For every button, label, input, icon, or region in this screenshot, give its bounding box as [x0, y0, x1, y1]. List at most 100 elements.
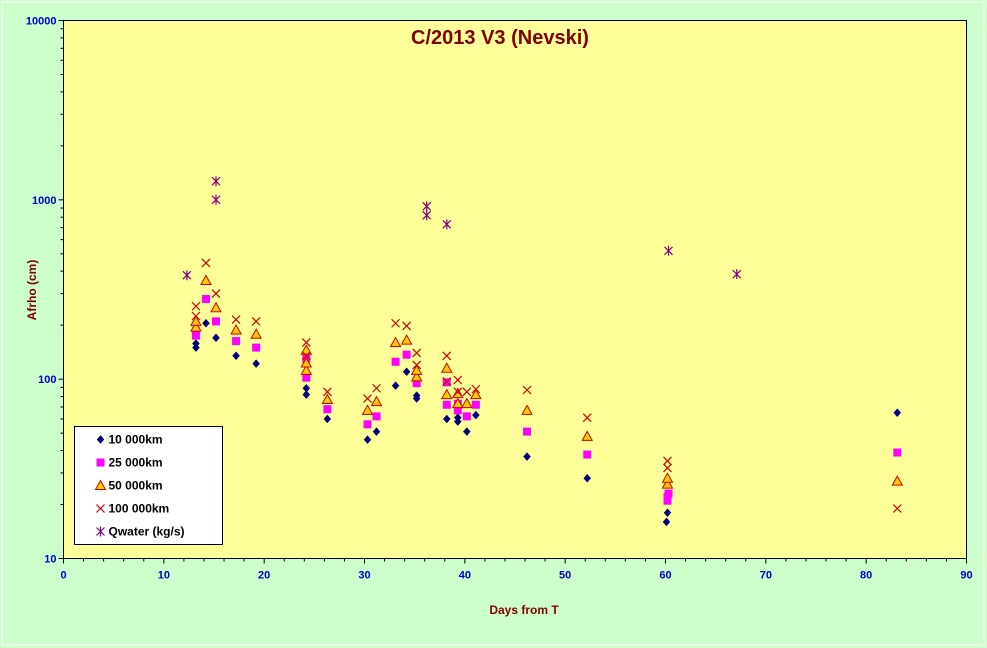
x-tick-label: 40 — [459, 570, 471, 582]
data-point — [201, 294, 210, 303]
data-point — [250, 328, 262, 339]
data-point — [522, 385, 532, 395]
data-point — [663, 456, 672, 466]
x-tick-label: 60 — [659, 570, 671, 582]
x-tick-label: 50 — [559, 570, 571, 582]
data-point — [191, 331, 200, 340]
data-point — [664, 489, 673, 498]
data-point — [462, 412, 471, 421]
axes: 0 10 20 30 40 50 60 70 80 90 10 100 1000 10000 — [26, 16, 973, 582]
data-point — [410, 364, 423, 375]
data-point — [661, 478, 674, 489]
data-point — [232, 351, 240, 361]
data-point — [323, 405, 332, 414]
data-point — [190, 321, 202, 332]
data-point — [321, 393, 334, 405]
data-point — [662, 517, 671, 527]
data-point — [891, 475, 904, 486]
x-tick-label: 80 — [860, 570, 872, 582]
data-point — [361, 404, 374, 415]
data-point — [442, 219, 452, 230]
data-point — [442, 377, 452, 386]
legend-marker — [96, 435, 105, 444]
data-point — [523, 452, 531, 461]
data-point — [402, 321, 412, 331]
data-point — [391, 318, 401, 328]
data-point — [442, 414, 451, 424]
data-point — [663, 508, 672, 518]
x-tick-label: 0 — [60, 570, 66, 582]
data-point — [391, 357, 400, 366]
data-point — [893, 448, 902, 457]
data-point — [412, 360, 422, 370]
data-point — [453, 375, 463, 385]
data-point — [192, 339, 200, 348]
x-tick-label: 10 — [158, 570, 170, 582]
legend-label: 10 000km — [109, 433, 163, 447]
legend-label: 25 000km — [109, 456, 163, 470]
data-point — [582, 413, 592, 423]
legend-label: Qwater (kg/s) — [109, 525, 185, 539]
data-point — [370, 395, 383, 407]
data-point — [412, 348, 422, 358]
data-point — [302, 383, 311, 393]
series-50-000km — [190, 274, 904, 489]
data-point — [471, 384, 481, 394]
data-point — [442, 400, 451, 409]
legend: 10 000km 25 000km 50 000km 100 000km Qwater … — [74, 426, 223, 545]
data-point — [190, 315, 202, 326]
data-point — [732, 269, 742, 280]
data-point — [252, 343, 261, 352]
y-tick-label: 1000 — [32, 195, 56, 207]
data-point — [410, 370, 423, 382]
data-point — [583, 473, 592, 483]
data-point — [472, 410, 480, 420]
data-point — [453, 413, 462, 423]
data-point — [391, 381, 400, 391]
data-point — [372, 412, 381, 421]
data-point — [451, 387, 464, 399]
data-point — [471, 400, 480, 409]
data-point — [211, 289, 221, 299]
data-point — [323, 414, 332, 424]
data-point — [301, 351, 311, 361]
legend-marker — [94, 479, 107, 490]
y-tick-label: 10 — [44, 554, 56, 566]
data-point — [462, 387, 472, 397]
data-point — [893, 408, 902, 418]
data-point — [230, 323, 242, 335]
data-point — [182, 270, 192, 281]
data-point — [372, 383, 381, 393]
data-point — [661, 472, 674, 483]
data-point — [664, 245, 673, 256]
legend-label: 50 000km — [109, 479, 163, 493]
data-point — [212, 333, 220, 343]
data-point — [302, 390, 311, 400]
data-point — [412, 391, 421, 400]
x-tick-label: 70 — [760, 570, 772, 582]
data-point — [201, 258, 211, 268]
data-point — [523, 427, 532, 436]
y-axis-title: Afrho (cm) — [25, 260, 39, 321]
data-point — [463, 427, 471, 436]
data-marks — [182, 176, 904, 527]
legend-marker — [96, 526, 105, 537]
data-point — [389, 336, 402, 348]
x-tick-label: 90 — [960, 570, 972, 582]
data-point — [460, 397, 473, 409]
legend-marker — [96, 458, 105, 467]
y-tick-label: 10000 — [26, 16, 57, 28]
data-point — [892, 504, 902, 513]
data-point — [301, 338, 311, 347]
legend-marker — [96, 504, 105, 513]
data-point — [402, 367, 411, 377]
data-point — [232, 337, 241, 346]
series-qwater-kg-s — [182, 176, 742, 281]
data-point — [300, 364, 313, 375]
data-point — [363, 435, 372, 445]
x-tick-label: 30 — [358, 570, 370, 582]
data-point — [453, 406, 462, 415]
data-point — [252, 359, 260, 369]
x-tick-label: 20 — [258, 570, 270, 582]
